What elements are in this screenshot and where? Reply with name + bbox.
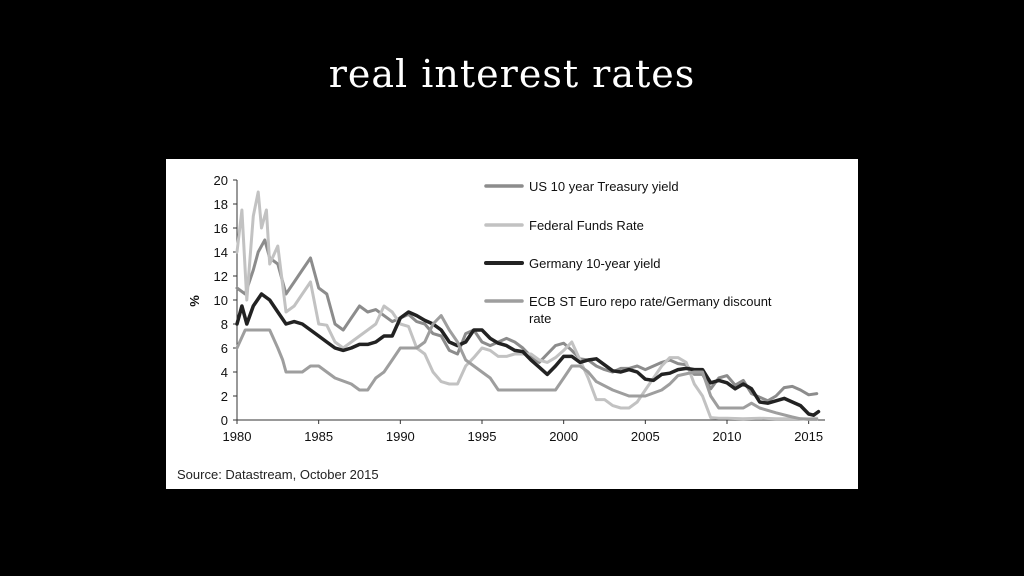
x-tick-label: 1990 xyxy=(386,429,415,444)
series-line-2 xyxy=(235,190,819,421)
series-lines xyxy=(235,190,821,421)
legend: US 10 year Treasury yield Federal Funds R… xyxy=(484,179,772,326)
x-ticks: 1980 1985 1990 1995 2000 2005 2010 2015 xyxy=(223,420,823,444)
line-chart: % 0 2 4 6 8 10 12 14 16 18 20 1980 1985 1990 1995 2000… xyxy=(187,173,825,444)
y-tick-label: 12 xyxy=(214,269,228,284)
x-tick-label: 1995 xyxy=(468,429,497,444)
chart-panel: % 0 2 4 6 8 10 12 14 16 18 20 1980 1985 1990 1995 2000… xyxy=(166,159,858,489)
x-tick-label: 2005 xyxy=(631,429,660,444)
y-tick-label: 18 xyxy=(214,197,228,212)
y-tick-label: 2 xyxy=(221,389,228,404)
source-note: Source: Datastream, October 2015 xyxy=(177,467,379,482)
y-tick-label: 6 xyxy=(221,341,228,356)
x-tick-label: 2010 xyxy=(713,429,742,444)
legend-label: US 10 year Treasury yield xyxy=(529,179,679,194)
legend-label: Germany 10-year yield xyxy=(529,256,661,271)
legend-label: Federal Funds Rate xyxy=(529,218,644,233)
series-line-1 xyxy=(235,238,819,403)
legend-label: ECB ST Euro repo rate/Germany discount ra… xyxy=(529,294,772,326)
y-tick-label: 0 xyxy=(221,413,228,428)
y-tick-label: 8 xyxy=(221,317,228,332)
series-line-4 xyxy=(235,314,819,421)
x-tick-label: 2015 xyxy=(794,429,823,444)
y-tick-label: 16 xyxy=(214,221,228,236)
y-ticks: 0 2 4 6 8 10 12 14 16 18 20 xyxy=(214,173,237,428)
y-tick-label: 10 xyxy=(214,293,228,308)
x-tick-label: 2000 xyxy=(549,429,578,444)
y-axis-label: % xyxy=(187,295,202,307)
x-tick-label: 1980 xyxy=(223,429,252,444)
series-line-3 xyxy=(235,292,821,417)
x-tick-label: 1985 xyxy=(304,429,333,444)
y-tick-label: 4 xyxy=(221,365,228,380)
y-tick-label: 14 xyxy=(214,245,228,260)
y-tick-label: 20 xyxy=(214,173,228,188)
slide-title: real interest rates xyxy=(328,52,696,96)
